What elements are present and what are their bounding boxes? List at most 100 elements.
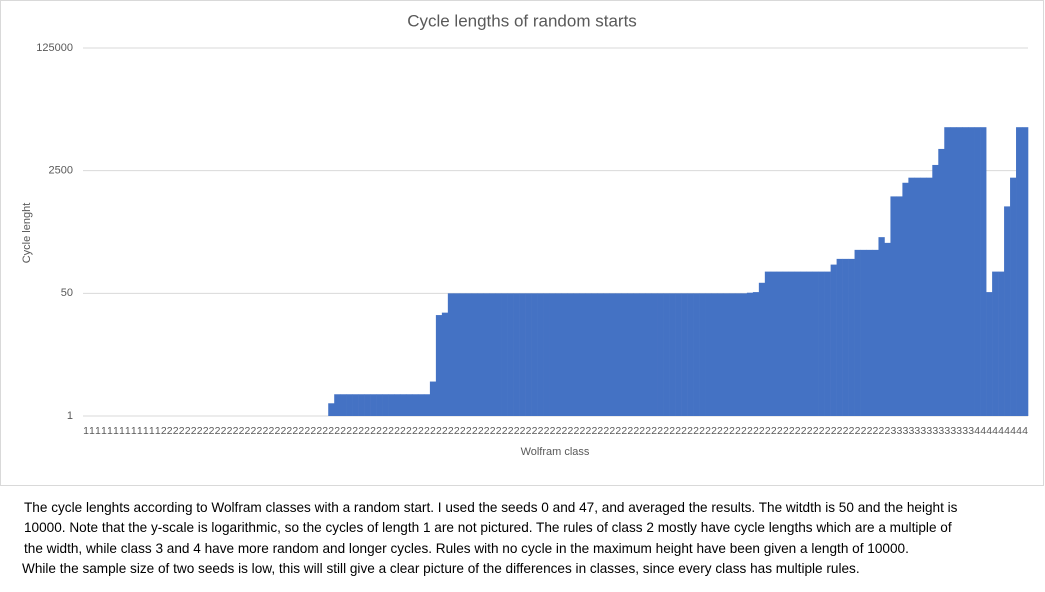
- x-tick-label: 1: [113, 425, 119, 437]
- bar: [417, 394, 425, 416]
- x-tick-label: 2: [753, 425, 759, 437]
- x-tick-label: 2: [251, 425, 257, 437]
- bar: [740, 293, 748, 416]
- x-tick-label: 2: [346, 425, 352, 437]
- bar: [483, 293, 491, 416]
- bar: [537, 293, 544, 416]
- x-tick-label: 2: [831, 425, 837, 437]
- x-tick-label: 2: [484, 425, 490, 437]
- bar: [950, 127, 957, 416]
- x-tick-label: 3: [891, 425, 897, 437]
- x-tick-label: 3: [908, 425, 914, 437]
- x-tick-label: 1: [119, 425, 125, 437]
- bar: [788, 271, 796, 416]
- caption-line: While the sample size of two seeds is lo…: [22, 561, 860, 576]
- bar: [872, 249, 879, 416]
- x-tick-label: 2: [777, 425, 783, 437]
- x-tick-label: 2: [867, 425, 873, 437]
- y-tick-label: 1: [67, 410, 73, 422]
- x-tick-label: 2: [239, 425, 245, 437]
- bar: [513, 293, 520, 416]
- x-tick-label: 2: [711, 425, 717, 437]
- x-tick-label: 2: [801, 425, 807, 437]
- bar: [573, 293, 580, 416]
- bar: [561, 293, 568, 416]
- bar: [920, 177, 927, 416]
- x-tick-label: 2: [268, 425, 274, 437]
- x-tick-label: 2: [310, 425, 316, 437]
- bar: [705, 293, 712, 416]
- x-tick-label: 2: [292, 425, 298, 437]
- bar: [579, 293, 586, 416]
- x-tick-label: 2: [394, 425, 400, 437]
- x-tick-label: 2: [615, 425, 621, 437]
- bar: [902, 182, 909, 416]
- x-tick-label: 2: [215, 425, 221, 437]
- caption-line: the width, while class 3 and 4 have more…: [24, 541, 909, 556]
- x-tick-label: 2: [448, 425, 454, 437]
- x-tick-label: 2: [675, 425, 681, 437]
- x-tick-label: 2: [280, 425, 286, 437]
- x-tick-label: 2: [472, 425, 478, 437]
- x-tick-label: 3: [896, 425, 902, 437]
- x-tick-label: 2: [490, 425, 496, 437]
- x-tick-label: 3: [914, 425, 920, 437]
- bar: [364, 394, 371, 416]
- x-tick-label: 2: [173, 425, 179, 437]
- x-tick-label: 2: [645, 425, 651, 437]
- x-tick-label: 4: [1022, 425, 1028, 437]
- x-tick-label: 2: [621, 425, 627, 437]
- bar: [585, 293, 592, 416]
- x-tick-label: 2: [496, 425, 502, 437]
- bar: [932, 164, 939, 416]
- x-tick-label: 1: [155, 425, 161, 437]
- x-tick-label: 1: [101, 425, 107, 437]
- x-tick-label: 2: [729, 425, 735, 437]
- x-tick-label: 2: [597, 425, 603, 437]
- bar: [806, 271, 813, 416]
- bar: [980, 127, 987, 416]
- x-tick-label: 1: [149, 425, 155, 437]
- x-tick-label: 2: [436, 425, 442, 437]
- bar: [830, 264, 837, 416]
- bar: [651, 293, 658, 416]
- x-tick-label: 2: [699, 425, 705, 437]
- x-tick-label: 2: [382, 425, 388, 437]
- x-tick-label: 2: [717, 425, 723, 437]
- x-tick-label: 2: [765, 425, 771, 437]
- y-tick-label: 2500: [49, 165, 73, 177]
- bar: [1010, 177, 1017, 416]
- bar: [627, 293, 634, 416]
- bar: [758, 282, 766, 416]
- bar: [746, 292, 754, 416]
- x-tick-label: 3: [920, 425, 926, 437]
- bar: [794, 271, 802, 416]
- x-tick-label: 2: [233, 425, 239, 437]
- bar: [399, 394, 407, 416]
- x-tick-label: 2: [406, 425, 412, 437]
- bar: [974, 127, 981, 416]
- bar: [782, 271, 790, 416]
- x-tick-label: 2: [197, 425, 203, 437]
- x-tick-label: 3: [938, 425, 944, 437]
- x-tick-label: 2: [843, 425, 849, 437]
- bar: [860, 249, 867, 416]
- x-tick-label: 2: [591, 425, 597, 437]
- x-tick-label: 2: [651, 425, 657, 437]
- x-tick-label: 2: [424, 425, 430, 437]
- x-tick-label: 2: [639, 425, 645, 437]
- x-tick-label: 2: [819, 425, 825, 437]
- bar: [405, 394, 413, 416]
- x-tick-label: 1: [131, 425, 137, 437]
- x-tick-label: 2: [783, 425, 789, 437]
- caption-line: The cycle lenghts according to Wolfram c…: [24, 500, 958, 515]
- y-tick-label: 50: [61, 287, 73, 299]
- x-tick-label: 2: [568, 425, 574, 437]
- bar: [938, 148, 945, 416]
- x-tick-label: 2: [161, 425, 167, 437]
- x-tick-label: 2: [579, 425, 585, 437]
- bar: [519, 293, 526, 416]
- bar: [346, 394, 353, 416]
- bar: [1016, 127, 1023, 416]
- x-tick-label: 2: [747, 425, 753, 437]
